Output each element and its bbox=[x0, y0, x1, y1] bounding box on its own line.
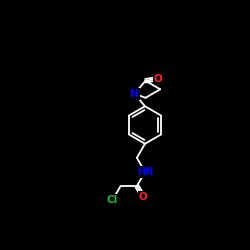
Text: Cl: Cl bbox=[107, 195, 118, 205]
Text: O: O bbox=[154, 74, 162, 84]
Text: N: N bbox=[130, 89, 139, 99]
Text: HN: HN bbox=[137, 167, 153, 177]
Text: O: O bbox=[139, 192, 147, 202]
